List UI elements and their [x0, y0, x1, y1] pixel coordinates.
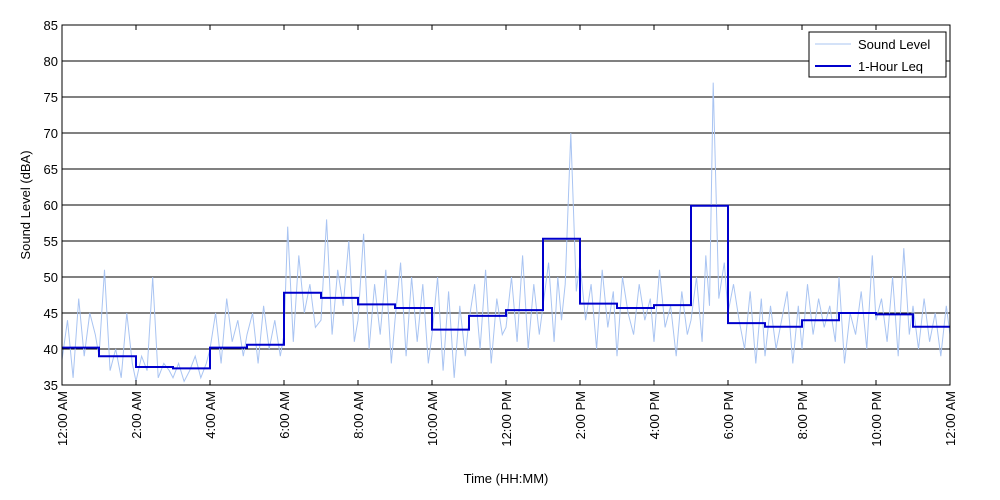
y-tick-label: 35 [44, 378, 58, 393]
y-tick-label: 85 [44, 18, 58, 33]
y-tick-label: 60 [44, 198, 58, 213]
x-tick-label: 8:00 AM [351, 391, 366, 439]
sound-level-series [61, 82, 951, 383]
y-axis: 35 40 45 50 55 60 65 70 75 80 85 [44, 18, 67, 393]
x-tick-label: 12:00 PM [499, 391, 514, 447]
x-axis: 12:00 AM 2:00 AM 4:00 AM 6:00 AM 8:00 AM 10:0… [55, 25, 958, 447]
x-tick-label: 6:00 PM [721, 391, 736, 439]
x-tick-label: 10:00 AM [425, 391, 440, 446]
legend-entry-sound-level: Sound Level [858, 37, 930, 52]
x-tick-label: 4:00 AM [203, 391, 218, 439]
x-tick-label: 2:00 PM [573, 391, 588, 439]
y-tick-label: 75 [44, 90, 58, 105]
x-axis-label: Time (HH:MM) [464, 471, 549, 486]
y-tick-label: 70 [44, 126, 58, 141]
x-tick-label: 4:00 PM [647, 391, 662, 439]
y-tick-label: 80 [44, 54, 58, 69]
x-tick-label: 2:00 AM [129, 391, 144, 439]
y-tick-label: 65 [44, 162, 58, 177]
x-tick-label: 12:00 AM [943, 391, 958, 446]
y-tick-label: 40 [44, 342, 58, 357]
x-tick-label: 8:00 PM [795, 391, 810, 439]
y-tick-label: 50 [44, 270, 58, 285]
leq-step-line [62, 204, 950, 370]
y-tick-label: 45 [44, 306, 58, 321]
legend: Sound Level 1-Hour Leq [808, 31, 947, 78]
y-axis-label: Sound Level (dBA) [18, 150, 33, 259]
x-tick-label: 10:00 PM [869, 391, 884, 447]
y-tick-label: 55 [44, 234, 58, 249]
legend-entry-leq: 1-Hour Leq [858, 59, 923, 74]
x-tick-label: 12:00 AM [55, 391, 70, 446]
leq-series [62, 204, 950, 370]
legend-box [808, 31, 947, 78]
sound-level-line [61, 82, 951, 383]
x-tick-label: 6:00 AM [277, 391, 292, 439]
